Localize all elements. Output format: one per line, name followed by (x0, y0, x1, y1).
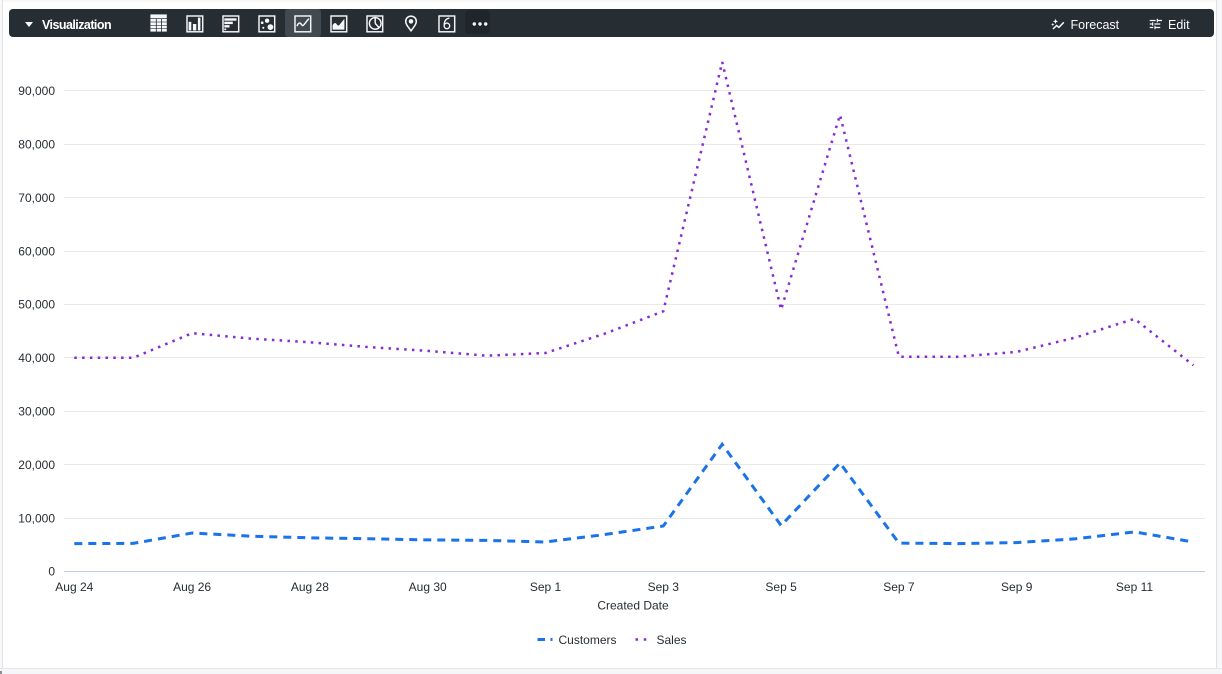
svg-text:Sep 5: Sep 5 (765, 580, 797, 594)
svg-text:Created Date: Created Date (597, 598, 669, 612)
svg-text:80,000: 80,000 (18, 138, 55, 152)
svg-text:Sep 3: Sep 3 (648, 580, 680, 594)
svg-text:70,000: 70,000 (18, 191, 55, 205)
svg-text:Aug 28: Aug 28 (291, 580, 329, 594)
svg-text:60,000: 60,000 (18, 244, 55, 258)
svg-text:Sales: Sales (657, 633, 687, 647)
svg-text:20,000: 20,000 (18, 458, 55, 472)
svg-text:Aug 30: Aug 30 (409, 580, 447, 594)
svg-text:50,000: 50,000 (18, 298, 55, 312)
svg-text:Customers: Customers (559, 633, 617, 647)
svg-text:10,000: 10,000 (18, 511, 55, 525)
svg-text:40,000: 40,000 (18, 351, 55, 365)
svg-text:Sep 11: Sep 11 (1116, 580, 1153, 594)
svg-text:30,000: 30,000 (18, 405, 55, 419)
svg-text:Sep 1: Sep 1 (530, 580, 562, 594)
svg-text:Sep 9: Sep 9 (1001, 580, 1033, 594)
svg-text:Sep 7: Sep 7 (883, 580, 915, 594)
svg-text:Aug 26: Aug 26 (173, 580, 211, 594)
svg-text:90,000: 90,000 (18, 84, 55, 98)
svg-text:0: 0 (48, 565, 55, 579)
svg-text:Aug 24: Aug 24 (55, 580, 93, 594)
